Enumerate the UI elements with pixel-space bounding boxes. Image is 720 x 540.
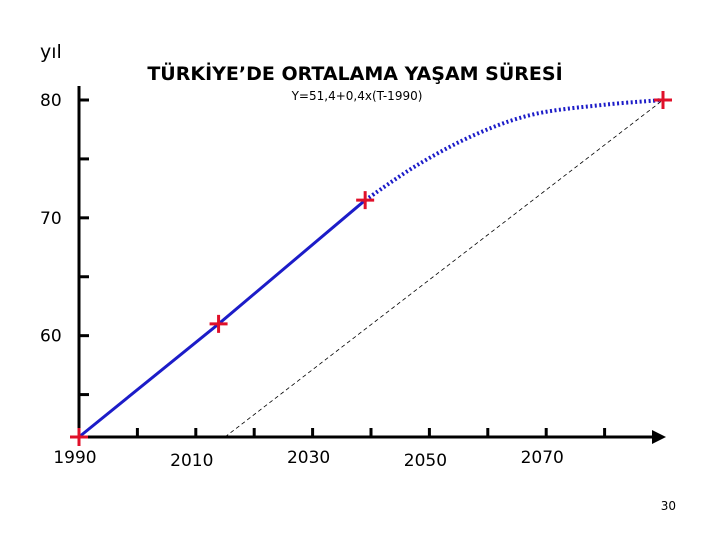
x-tick-label: 2050	[404, 451, 447, 471]
data-point-marker	[356, 191, 375, 210]
y-tick-label: 80	[40, 91, 62, 111]
x-tick-label: 2010	[170, 451, 213, 471]
x-axis-arrowhead	[652, 430, 666, 444]
x-tick-label: 2030	[287, 448, 330, 468]
data-point-marker	[654, 91, 672, 109]
page-number: 30	[661, 499, 676, 513]
data-point-marker	[209, 314, 228, 333]
data-point-marker	[70, 428, 88, 446]
chart-formula: Y=51,4+0,4x(T-1990)	[291, 89, 423, 103]
x-tick-label: 1990	[53, 448, 96, 468]
axis-ticks	[79, 98, 607, 437]
series-layer	[78, 98, 664, 439]
series-line-solid	[78, 199, 367, 439]
series-line-dashed-thin	[224, 99, 664, 438]
chart-title: TÜRKİYE’DE ORTALAMA YAŞAM SÜRESİ	[147, 61, 562, 85]
x-tick-label: 2070	[521, 448, 564, 468]
y-axis-label: yıl	[40, 41, 62, 63]
y-tick-label: 70	[40, 209, 62, 229]
tick-labels: 1990 2010 2030 2050 2070 60 70 80	[40, 91, 564, 471]
y-tick-label: 60	[40, 327, 62, 347]
series-line-dotted	[364, 98, 664, 202]
marker-layer	[70, 91, 672, 446]
axes	[77, 86, 666, 444]
